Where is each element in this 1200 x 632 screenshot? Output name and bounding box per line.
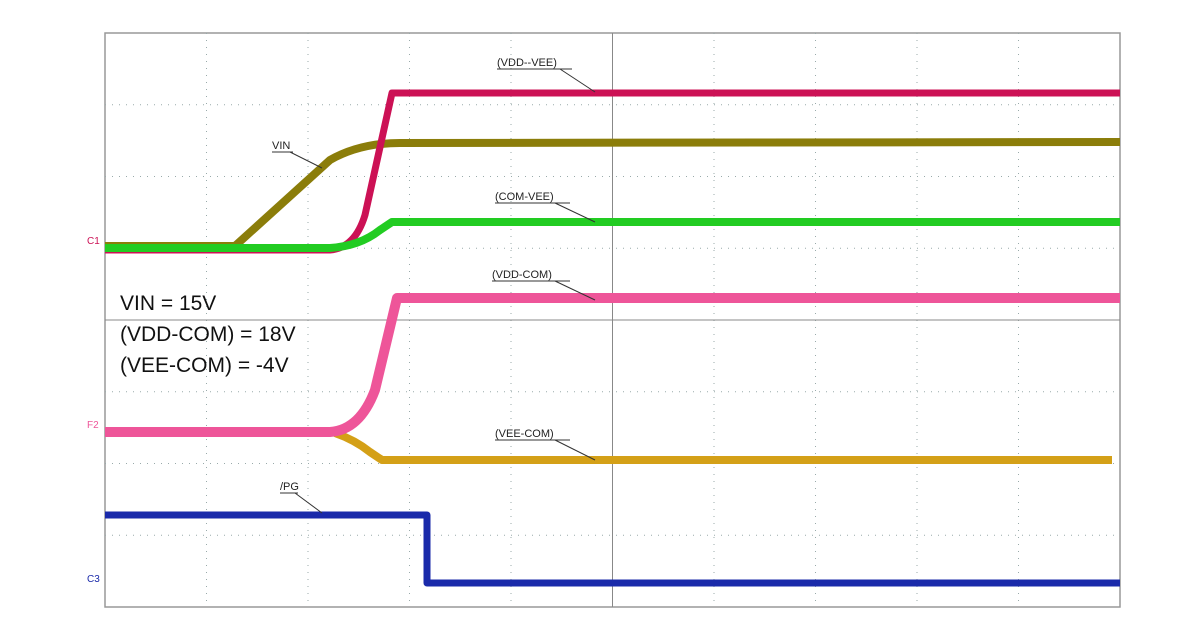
trace-label: (VDD--VEE) (497, 57, 557, 69)
trace-label: (VDD-COM) (492, 269, 552, 281)
annotation-line: (VEE-COM) = -4V (120, 354, 289, 377)
channel-marker: C3 (87, 574, 100, 585)
leader (289, 151, 323, 169)
leader (554, 202, 596, 223)
annotation-line: (VDD-COM) = 18V (120, 323, 296, 346)
annotation: VIN = 15V (VDD-COM) = 18V (VEE-COM) = -4… (120, 292, 296, 377)
trace-labels: (VDD--VEE) VIN (COM-VEE) (VDD-COM) (VEE-… (272, 57, 596, 514)
leader (554, 280, 596, 301)
trace-label: /PG (280, 481, 299, 493)
channel-marker: C1 (87, 236, 100, 247)
channel-markers: C1 F2 C3 (87, 236, 100, 585)
trace-vin (105, 138, 1121, 250)
leader (294, 492, 323, 514)
annotation-line: VIN = 15V (120, 292, 216, 315)
trace-vdd-com (105, 293, 1120, 437)
trace-label: VIN (272, 140, 290, 152)
traces (105, 89, 1121, 587)
channel-marker: F2 (87, 420, 99, 431)
trace-pg (105, 511, 1120, 587)
grid (105, 33, 1120, 607)
trace-com-vee (105, 218, 1120, 252)
leader (554, 439, 596, 461)
leader (559, 68, 596, 93)
trace-label: (VEE-COM) (495, 428, 554, 440)
trace-label: (COM-VEE) (495, 191, 554, 203)
